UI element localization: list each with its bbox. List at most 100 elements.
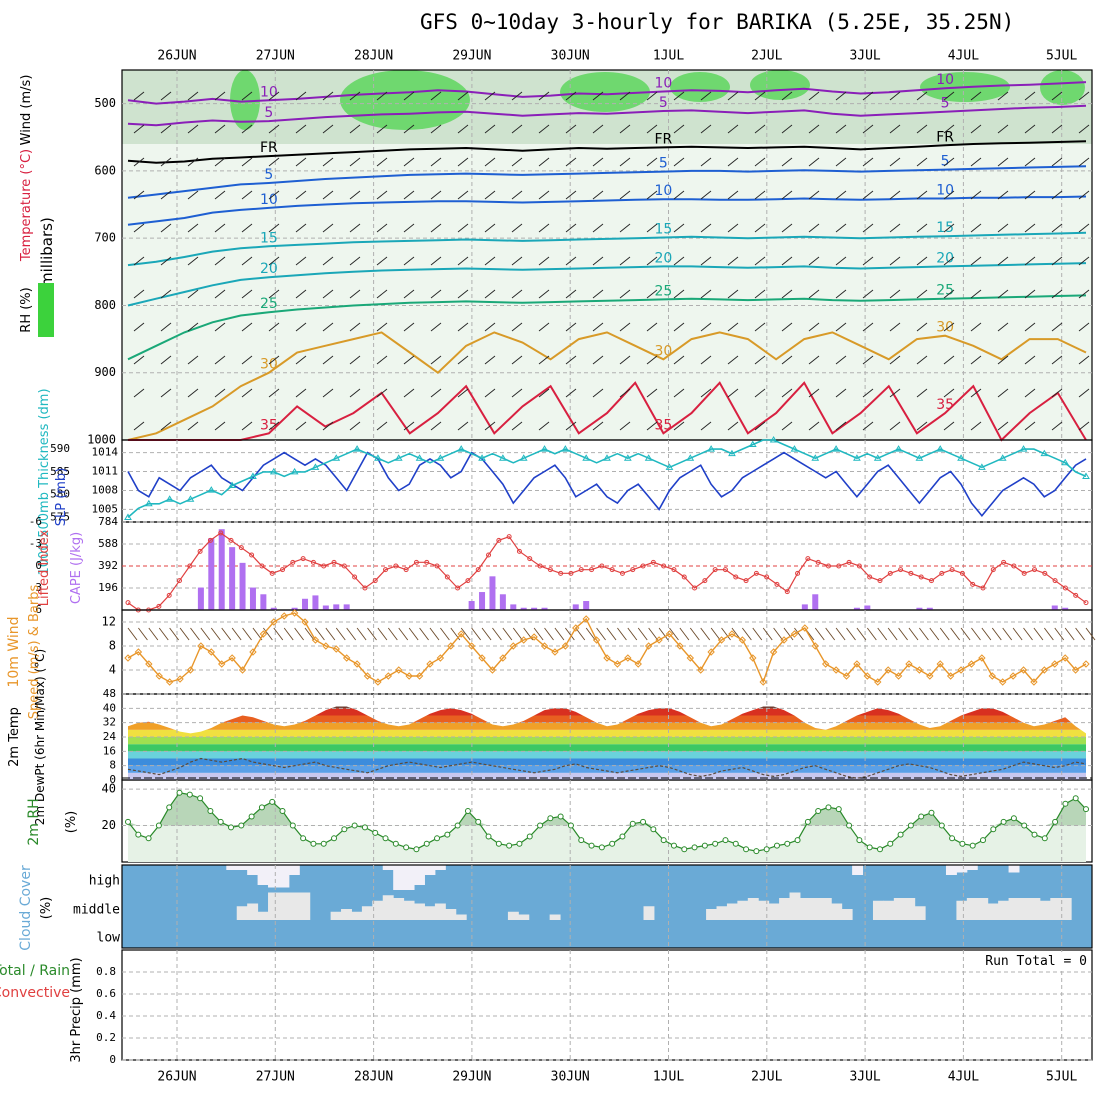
wind-barb [1078, 388, 1090, 398]
wind-barb [484, 157, 496, 167]
wind-barb [781, 322, 793, 332]
wind-barb [565, 289, 577, 299]
wind-barb [700, 91, 712, 101]
rh2m-marker [918, 813, 925, 820]
lifted-marker [341, 563, 347, 569]
wind-barb [565, 190, 577, 200]
wind-barb [484, 91, 496, 101]
wind-barb [457, 322, 469, 332]
wind-barb [619, 157, 631, 167]
cloud-middle-cell [706, 909, 718, 920]
wind-barb [889, 322, 901, 332]
wind-barb [268, 91, 280, 101]
wind-barb [1078, 289, 1090, 299]
cloud-high-cell [424, 865, 436, 875]
cape-bar [229, 547, 236, 610]
cloud-middle-cell [1018, 898, 1030, 920]
wind-barb [376, 223, 388, 233]
rh2m-marker [1052, 818, 1059, 825]
wind-barb [916, 190, 928, 200]
thickness-marker [1082, 472, 1090, 479]
rh2m-marker [1000, 818, 1007, 825]
wind-marker [218, 660, 226, 668]
wind-barb [1051, 223, 1063, 233]
wind-marker [665, 630, 674, 638]
contour-label: 10 [654, 183, 672, 199]
wind-barb [511, 388, 523, 398]
wind-marker [853, 660, 861, 668]
wind-barb-10m [585, 627, 596, 641]
lifted-marker [1001, 559, 1007, 565]
wind-barb-10m [617, 627, 627, 641]
thickness-marker [186, 495, 195, 502]
wind-barb [538, 289, 550, 299]
cloud-middle-cell [361, 906, 373, 920]
wind-barb [160, 124, 172, 134]
wind-barb [700, 421, 712, 431]
cloud-high-cell [966, 865, 978, 870]
wind-barb [1024, 157, 1036, 167]
wind-marker [1082, 660, 1090, 668]
wind-barb-10m [544, 627, 554, 641]
rh2m-marker [578, 837, 585, 844]
wind-barb [322, 388, 334, 398]
cloud-high-cell [434, 865, 446, 870]
wind-marker [686, 654, 695, 662]
rh2m-marker [753, 848, 760, 855]
rh2m-marker [547, 815, 554, 822]
cape-bar [812, 594, 819, 610]
wind-barb [808, 289, 820, 299]
lifted-marker [280, 567, 286, 573]
temperature-contour [127, 140, 1087, 164]
wind-barb [565, 256, 577, 266]
wind-barb [592, 223, 604, 233]
wind-barb [673, 355, 685, 365]
cloud-middle-cell [434, 903, 446, 920]
wind-barb-10m [533, 627, 544, 641]
rh2m-marker [959, 840, 966, 847]
lifted-marker [352, 574, 358, 580]
wind-barb [376, 421, 388, 431]
wind-barb [403, 289, 415, 299]
rh2m-marker [289, 822, 296, 829]
day-label-bottom: 1JUL [653, 1070, 684, 1085]
cloud-high-cell [226, 865, 238, 870]
wind-barb-10m [825, 627, 836, 641]
wind-marker [457, 630, 465, 638]
rh2m-marker [444, 831, 451, 838]
cloud-middle-cell [330, 911, 342, 920]
wind-barb [133, 124, 145, 134]
lifted-marker [970, 581, 976, 587]
wind-marker [717, 636, 726, 644]
lifted-tick-label: -3 [29, 537, 42, 550]
wind-marker [832, 666, 840, 674]
contour-label: 10 [260, 84, 278, 100]
lifted-marker [238, 545, 244, 551]
wind-barb [214, 421, 226, 431]
wind-barb-10m [637, 627, 648, 641]
wind-barb [214, 355, 226, 365]
slp-tick-label: 1005 [92, 502, 119, 515]
wind-barb-10m [346, 627, 357, 641]
cloud-middle-cell [726, 903, 738, 920]
lifted-marker [928, 578, 934, 584]
wind-barb [457, 289, 469, 299]
wind-barb [862, 256, 874, 266]
wind-barb [619, 388, 631, 398]
wind-barb [646, 322, 658, 332]
wind-marker [1009, 672, 1017, 680]
lifted-marker [537, 563, 543, 569]
lifted-marker [383, 567, 389, 573]
run-total-bg [978, 952, 1090, 969]
thickness-marker [332, 454, 341, 461]
temperature-contour [127, 331, 1087, 441]
wind-barb [376, 322, 388, 332]
wind-marker [874, 678, 882, 686]
wind-barb [835, 256, 847, 266]
wind-barb [916, 421, 928, 431]
wind-barb [349, 322, 361, 332]
wind-barb [1078, 322, 1090, 332]
rh2m-marker [650, 826, 657, 833]
wind-barb-10m [179, 627, 190, 641]
